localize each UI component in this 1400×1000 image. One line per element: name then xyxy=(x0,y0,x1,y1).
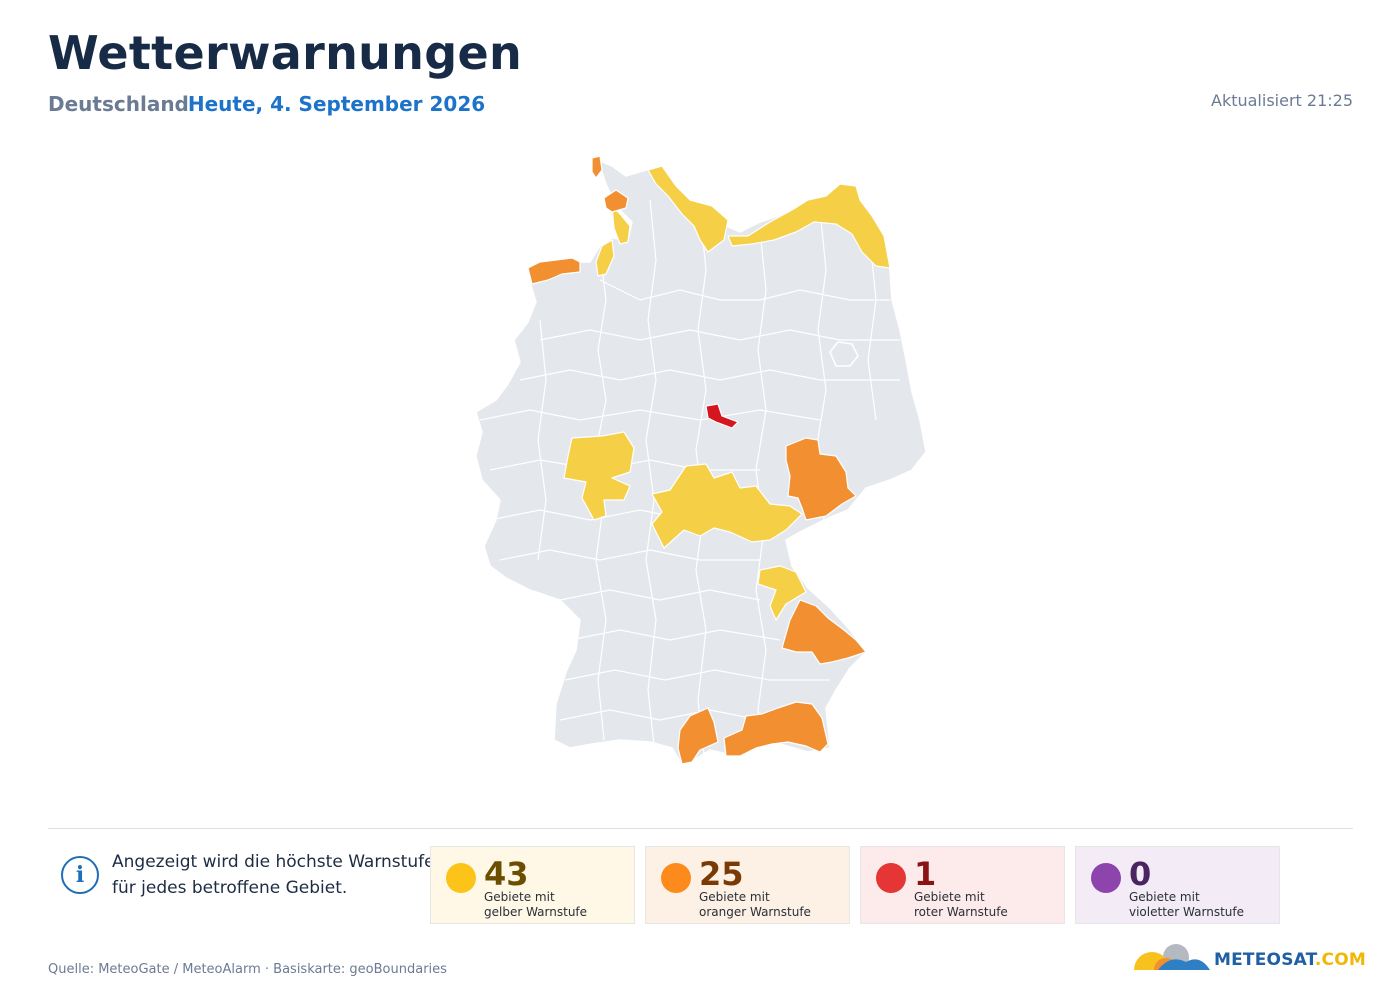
legend-count: 43 xyxy=(484,855,529,893)
yellow-area-ems xyxy=(595,239,615,277)
orange-area-dithmarschen xyxy=(603,189,629,213)
info-line-2: für jedes betroffene Gebiet. xyxy=(112,878,348,898)
legend-label-line-1: Gebiete mit xyxy=(914,890,985,904)
germany-base xyxy=(475,158,927,765)
page-subtitle: Deutschland Heute, 4. September 2026 xyxy=(48,92,485,116)
orange-area-upper-bavaria xyxy=(723,701,829,757)
footer-divider xyxy=(48,828,1353,829)
legend-label-line-2: roter Warnstufe xyxy=(914,905,1008,919)
berlin-region xyxy=(829,341,859,367)
legend-card-orange: 25 Gebiete mit oranger Warnstufe xyxy=(645,846,850,924)
red-dot-icon xyxy=(876,863,906,893)
warning-map xyxy=(475,155,927,765)
red-area-harz xyxy=(705,403,739,429)
violet-dot-icon xyxy=(1091,863,1121,893)
country-label: Deutschland xyxy=(48,92,189,116)
orange-area-east-frisia xyxy=(527,257,581,285)
page-title: Wetterwarnungen xyxy=(48,26,523,80)
info-line-1: Angezeigt wird die höchste Warnstufe xyxy=(112,852,435,872)
yellow-area-central xyxy=(651,463,803,549)
date-label: Heute, 4. September 2026 xyxy=(187,92,486,116)
yellow-warning-areas xyxy=(563,165,891,621)
orange-warning-areas xyxy=(527,155,867,765)
legend-label-line-1: Gebiete mit xyxy=(484,890,555,904)
legend-label-line-1: Gebiete mit xyxy=(1129,890,1200,904)
orange-area-saxony xyxy=(785,437,857,521)
legend-count: 25 xyxy=(699,855,744,893)
legend-count: 0 xyxy=(1129,855,1152,893)
yellow-area-west xyxy=(563,431,635,521)
info-text: Angezeigt wird die höchste Warnstufe für… xyxy=(112,849,442,901)
red-warning-areas xyxy=(705,403,739,429)
logo-text-suffix: .COM xyxy=(1314,950,1366,970)
orange-area-bavarian-forest xyxy=(781,599,867,665)
legend-label-line-2: violetter Warnstufe xyxy=(1129,905,1244,919)
logo-text-main: METEOSAT xyxy=(1214,950,1315,970)
logo-cloud-icon xyxy=(1134,944,1210,970)
yellow-area-east-schleswig xyxy=(647,165,729,253)
source-credit: Quelle: MeteoGate / MeteoAlarm · Basiska… xyxy=(48,962,447,977)
yellow-dot-icon xyxy=(446,863,476,893)
orange-dot-icon xyxy=(661,863,691,893)
legend-label: Gebiete mit roter Warnstufe xyxy=(914,890,1064,920)
logo-text: METEOSAT.COM xyxy=(1214,950,1366,970)
yellow-area-baltic-coast xyxy=(727,183,891,269)
orange-area-allgaeu xyxy=(677,707,719,765)
yellow-area-upper-palatinate xyxy=(757,565,807,621)
legend-count: 1 xyxy=(914,855,937,893)
legend-label-line-2: oranger Warnstufe xyxy=(699,905,811,919)
legend-label-line-2: gelber Warnstufe xyxy=(484,905,588,919)
orange-area-sylt xyxy=(591,155,603,179)
meteosat-logo[interactable]: METEOSAT.COM xyxy=(1130,940,1366,970)
legend-card-violet: 0 Gebiete mit violetter Warnstufe xyxy=(1075,846,1280,924)
legend-label: Gebiete mit violetter Warnstufe xyxy=(1129,890,1279,920)
legend-card-yellow: 43 Gebiete mit gelber Warnstufe xyxy=(430,846,635,924)
legend-label: Gebiete mit oranger Warnstufe xyxy=(699,890,849,920)
yellow-area-north-frisia xyxy=(611,205,631,245)
legend-card-red: 1 Gebiete mit roter Warnstufe xyxy=(860,846,1065,924)
info-icon: i xyxy=(61,856,99,894)
legend-label: Gebiete mit gelber Warnstufe xyxy=(484,890,634,920)
legend-label-line-1: Gebiete mit xyxy=(699,890,770,904)
updated-timestamp: Aktualisiert 21:25 xyxy=(1211,91,1353,110)
